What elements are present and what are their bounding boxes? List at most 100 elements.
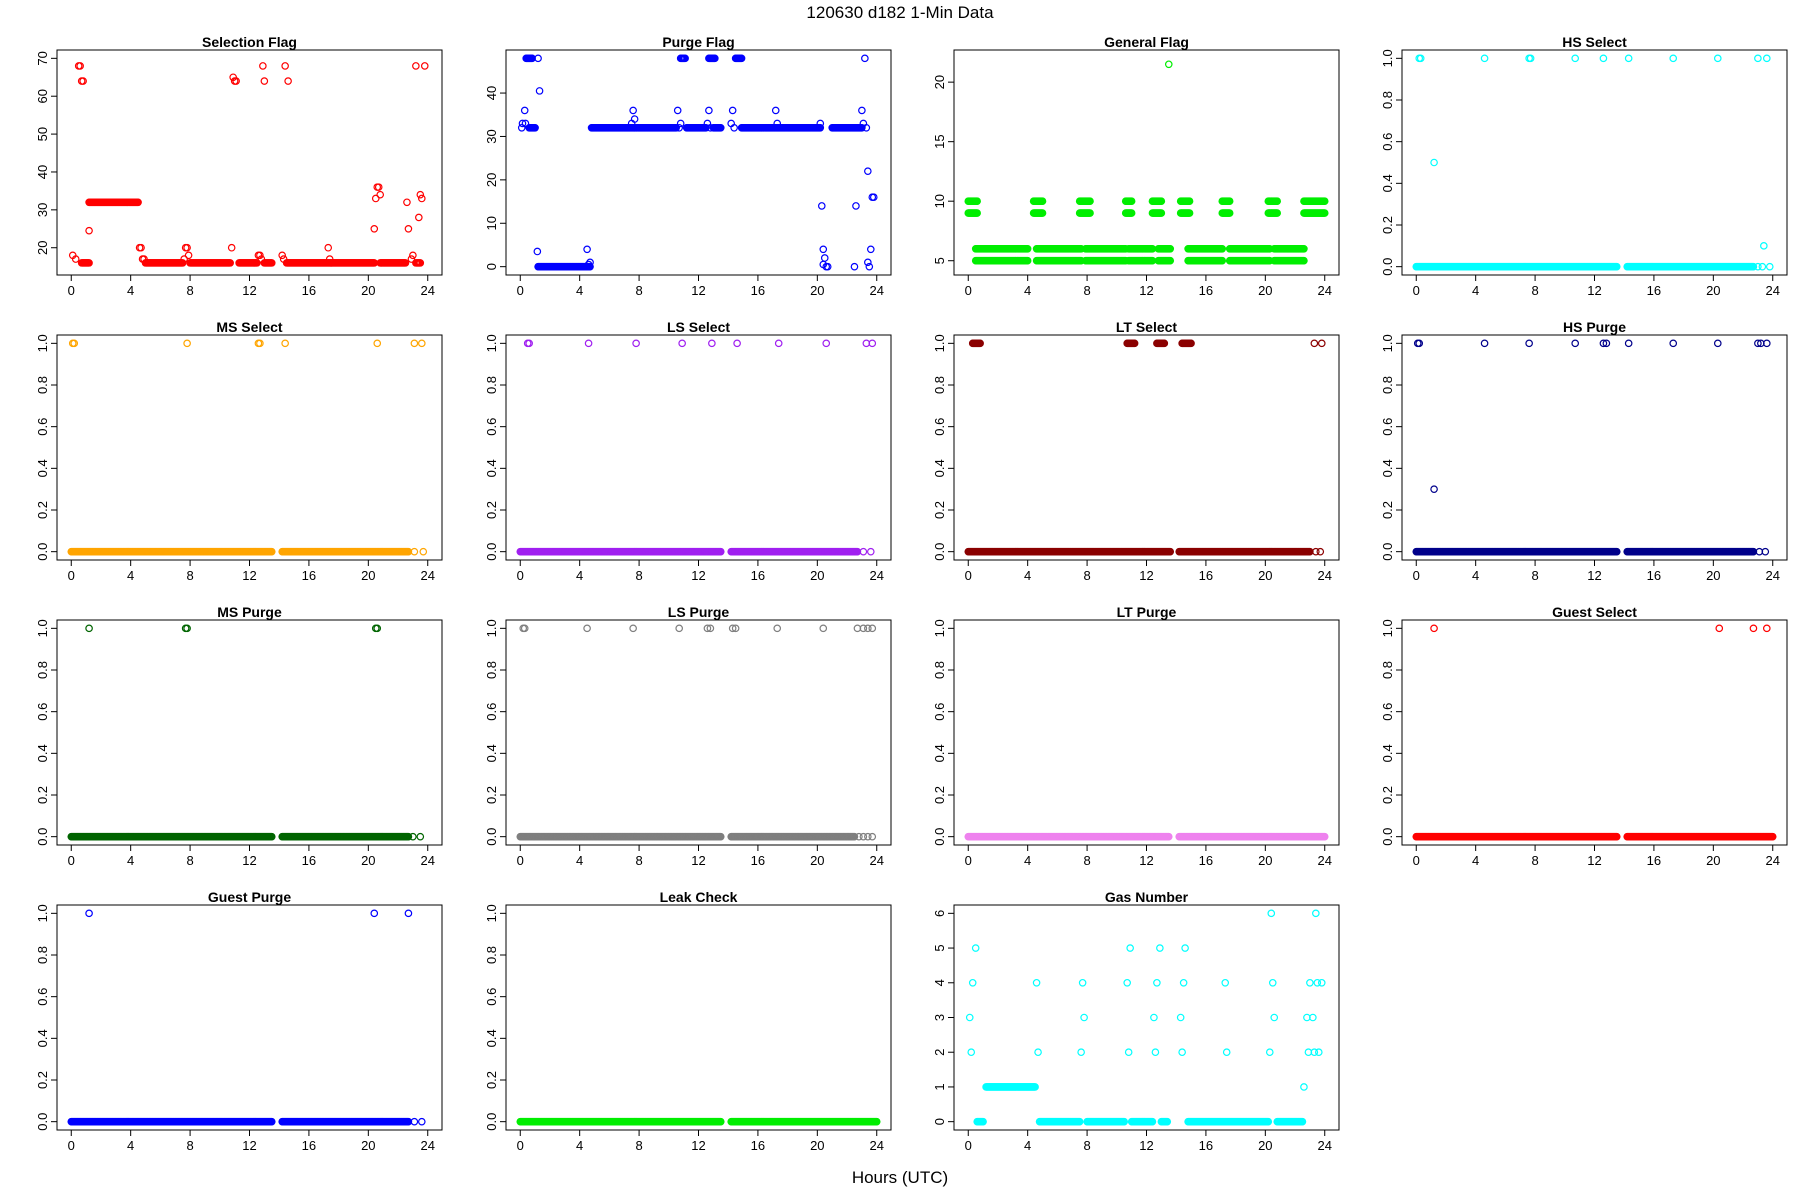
data-point bbox=[267, 259, 276, 267]
x-tick-label: 8 bbox=[635, 568, 642, 583]
data-point bbox=[410, 547, 419, 556]
x-tick-label: 0 bbox=[517, 853, 524, 868]
data-point bbox=[183, 624, 191, 633]
data-point bbox=[1273, 209, 1282, 217]
data-point bbox=[184, 251, 193, 260]
data-point bbox=[531, 123, 539, 132]
data-point bbox=[1765, 262, 1774, 271]
y-tick-label: 20 bbox=[932, 75, 947, 89]
data-point bbox=[866, 245, 875, 254]
x-tick-label: 24 bbox=[1766, 283, 1780, 298]
y-tick-label: 20 bbox=[35, 240, 50, 254]
y-tick-label: 0.6 bbox=[1380, 418, 1395, 436]
data-point bbox=[1571, 54, 1579, 63]
data-point bbox=[412, 62, 420, 70]
data-point bbox=[1185, 209, 1194, 217]
y-tick-label: 0.0 bbox=[35, 543, 50, 561]
x-tick-label: 4 bbox=[127, 283, 134, 298]
data-point bbox=[1713, 339, 1722, 348]
y-tick-label: 10 bbox=[932, 194, 947, 208]
data-point bbox=[868, 339, 877, 348]
y-tick-label: 0.6 bbox=[35, 418, 50, 436]
y-tick-label: 0.0 bbox=[1380, 543, 1395, 561]
panel-title: MS Select bbox=[216, 319, 282, 335]
data-point bbox=[1300, 245, 1308, 253]
y-tick-label: 0.2 bbox=[35, 501, 50, 519]
x-tick-label: 8 bbox=[1531, 283, 1538, 298]
figure-x-axis-label: Hours (UTC) bbox=[852, 1168, 948, 1187]
x-tick-label: 12 bbox=[242, 283, 256, 298]
data-point bbox=[716, 547, 725, 556]
x-tick-label: 8 bbox=[186, 853, 193, 868]
data-point bbox=[629, 106, 637, 115]
data-point bbox=[178, 259, 187, 267]
y-tick-label: 0.6 bbox=[484, 703, 499, 721]
y-tick-label: 0.2 bbox=[1380, 501, 1395, 519]
plot-frame bbox=[1401, 334, 1788, 561]
data-point bbox=[1317, 339, 1326, 348]
data-point bbox=[1023, 256, 1032, 265]
x-tick-label: 4 bbox=[1024, 568, 1031, 583]
y-tick-label: 0.2 bbox=[484, 501, 499, 519]
data-point bbox=[681, 54, 689, 63]
data-point bbox=[1225, 197, 1234, 205]
data-point bbox=[1218, 256, 1227, 265]
data-point bbox=[70, 339, 79, 348]
plot-frame bbox=[505, 334, 892, 561]
x-tick-label: 0 bbox=[517, 568, 524, 583]
data-point bbox=[415, 213, 423, 222]
y-tick-label: 30 bbox=[484, 129, 499, 143]
y-tick-label: 60 bbox=[35, 89, 50, 103]
data-point bbox=[71, 255, 80, 263]
x-tick-label: 0 bbox=[1413, 568, 1420, 583]
x-tick-label: 16 bbox=[751, 568, 765, 583]
panel-title: LS Purge bbox=[668, 604, 730, 620]
y-tick-label: 1.0 bbox=[484, 334, 499, 352]
data-point bbox=[256, 339, 264, 348]
x-tick-label: 20 bbox=[361, 283, 375, 298]
data-point bbox=[1430, 485, 1438, 493]
data-point bbox=[534, 54, 542, 63]
data-point bbox=[1273, 197, 1282, 205]
data-point bbox=[771, 106, 780, 115]
x-tick-label: 24 bbox=[1318, 283, 1332, 298]
data-point bbox=[1312, 547, 1320, 556]
y-tick-label: 0.4 bbox=[484, 744, 499, 762]
data-point bbox=[267, 547, 276, 556]
data-point bbox=[1599, 339, 1608, 348]
y-tick-label: 0.0 bbox=[484, 828, 499, 846]
data-point bbox=[517, 123, 526, 132]
data-point bbox=[140, 255, 148, 263]
y-tick-label: 20 bbox=[484, 173, 499, 187]
data-point bbox=[376, 190, 385, 199]
data-point bbox=[817, 202, 826, 210]
data-point bbox=[1749, 262, 1758, 271]
data-point bbox=[373, 624, 382, 633]
data-point bbox=[728, 106, 737, 115]
figure-title: 120630 d182 1-Min Data bbox=[806, 3, 994, 22]
y-tick-label: 0.4 bbox=[484, 459, 499, 477]
data-point bbox=[865, 262, 874, 271]
plot-frame bbox=[953, 334, 1340, 561]
data-point bbox=[819, 245, 828, 254]
series-points bbox=[964, 60, 1329, 265]
data-point bbox=[85, 624, 93, 633]
data-point bbox=[973, 197, 981, 205]
x-tick-label: 4 bbox=[1472, 568, 1479, 583]
y-tick-label: 0.2 bbox=[1380, 216, 1395, 234]
data-point bbox=[227, 243, 236, 252]
data-point bbox=[630, 115, 639, 123]
data-point bbox=[267, 832, 276, 841]
series-points bbox=[516, 624, 877, 841]
data-point bbox=[370, 224, 379, 233]
data-point bbox=[535, 87, 544, 95]
plot-frame bbox=[505, 49, 892, 276]
plot-frame bbox=[505, 619, 892, 846]
x-tick-label: 12 bbox=[691, 853, 705, 868]
x-tick-label: 8 bbox=[186, 568, 193, 583]
